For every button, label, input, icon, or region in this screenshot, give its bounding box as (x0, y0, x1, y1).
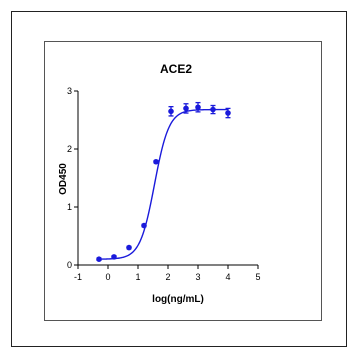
y-axis-label: OD450 (58, 163, 69, 195)
y-tick-label: 1 (67, 202, 72, 212)
x-tick-label: 0 (105, 272, 110, 282)
x-tick-label: 2 (165, 272, 170, 282)
data-point (225, 110, 231, 116)
x-tick-label: 1 (135, 272, 140, 282)
fit-curve (98, 108, 228, 260)
y-tick-label: 2 (67, 144, 72, 154)
data-point (153, 158, 159, 165)
x-tick-label: -1 (74, 272, 82, 282)
y-tick-label: 0 (67, 260, 72, 270)
data-point (183, 105, 189, 112)
data-point (210, 106, 216, 113)
data-point (111, 254, 117, 260)
data-point (195, 104, 201, 111)
data-point (96, 256, 102, 263)
data-points (96, 101, 231, 263)
x-tick-label: 5 (255, 272, 260, 282)
data-point (168, 108, 174, 115)
x-tick-label: 4 (225, 272, 230, 282)
axes (74, 90, 259, 269)
y-tick-label: 3 (67, 86, 72, 96)
chart-title: ACE2 (160, 62, 192, 76)
outer-frame (11, 11, 347, 347)
x-tick-label: 3 (195, 272, 200, 282)
x-axis-label: log(ng/mL) (152, 294, 204, 305)
data-point (126, 244, 132, 251)
data-point (141, 222, 147, 229)
chart-frame (44, 41, 322, 321)
